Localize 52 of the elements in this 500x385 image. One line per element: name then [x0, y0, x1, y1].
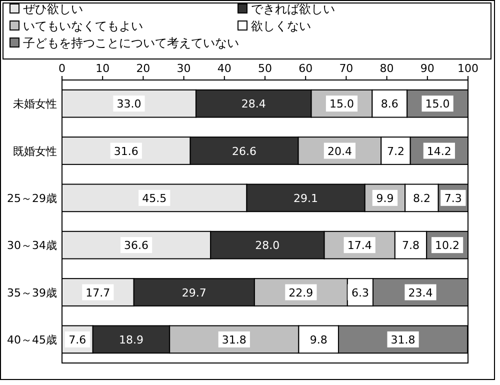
- data-label: 29.1: [294, 192, 318, 205]
- legend-label: 欲しくない: [251, 19, 311, 33]
- x-tick-label: 100: [458, 62, 478, 75]
- x-tick-label: 80: [380, 62, 394, 75]
- x-tick-label: 70: [339, 62, 354, 75]
- data-label: 20.4: [327, 144, 352, 158]
- x-tick-label: 0: [58, 62, 66, 75]
- data-label: 18.9: [118, 333, 144, 346]
- data-label: 9.8: [310, 333, 328, 346]
- data-label: 9.9: [376, 192, 394, 205]
- y-tick-label: 35～39歳: [7, 286, 57, 300]
- data-label: 23.4: [408, 286, 433, 300]
- x-tick-label: 90: [420, 62, 434, 75]
- legend-label: 子どもを持つことについて考えていない: [23, 36, 239, 50]
- data-label: 7.3: [444, 192, 462, 205]
- data-label: 31.8: [222, 333, 246, 346]
- legend-label: いてもいなくてもよい: [23, 19, 143, 33]
- data-label: 45.5: [142, 192, 167, 205]
- data-label: 15.0: [329, 98, 354, 111]
- y-tick-label: 30～34歳: [7, 239, 57, 252]
- data-label: 22.9: [288, 286, 314, 300]
- x-tick-label: 20: [136, 62, 150, 75]
- data-label: 17.4: [347, 239, 372, 252]
- data-label: 8.2: [412, 192, 430, 205]
- y-tick-label: 25～29歳: [7, 192, 57, 205]
- x-tick-label: 60: [298, 62, 313, 75]
- data-label: 8.6: [380, 98, 398, 111]
- data-label: 29.7: [182, 286, 206, 300]
- y-tick-label: 40～45歳: [7, 333, 57, 346]
- data-label: 7.8: [402, 239, 420, 252]
- legend-label: ぜひ欲しい: [23, 2, 83, 16]
- data-label: 33.0: [116, 98, 142, 111]
- data-label: 7.6: [68, 333, 86, 346]
- data-label: 14.2: [426, 144, 452, 158]
- data-label: 28.0: [255, 239, 280, 252]
- x-tick-label: 50: [258, 62, 272, 75]
- data-label: 10.2: [435, 239, 460, 252]
- data-label: 17.7: [86, 286, 110, 300]
- data-label: 15.0: [425, 98, 450, 111]
- x-tick-label: 40: [217, 62, 232, 75]
- data-label: 31.8: [390, 333, 416, 346]
- data-label: 7.2: [386, 144, 404, 158]
- y-tick-label: 未婚女性: [13, 98, 57, 111]
- data-label: 36.6: [124, 239, 149, 252]
- data-label: 26.6: [232, 144, 257, 158]
- x-tick-label: 10: [96, 62, 110, 75]
- data-label: 6.3: [351, 286, 369, 300]
- data-label: 28.4: [241, 98, 266, 111]
- data-label: 31.6: [114, 144, 138, 158]
- legend-label: できれば欲しい: [251, 2, 335, 16]
- x-tick-label: 30: [176, 62, 191, 75]
- y-tick-label: 既婚女性: [13, 144, 57, 158]
